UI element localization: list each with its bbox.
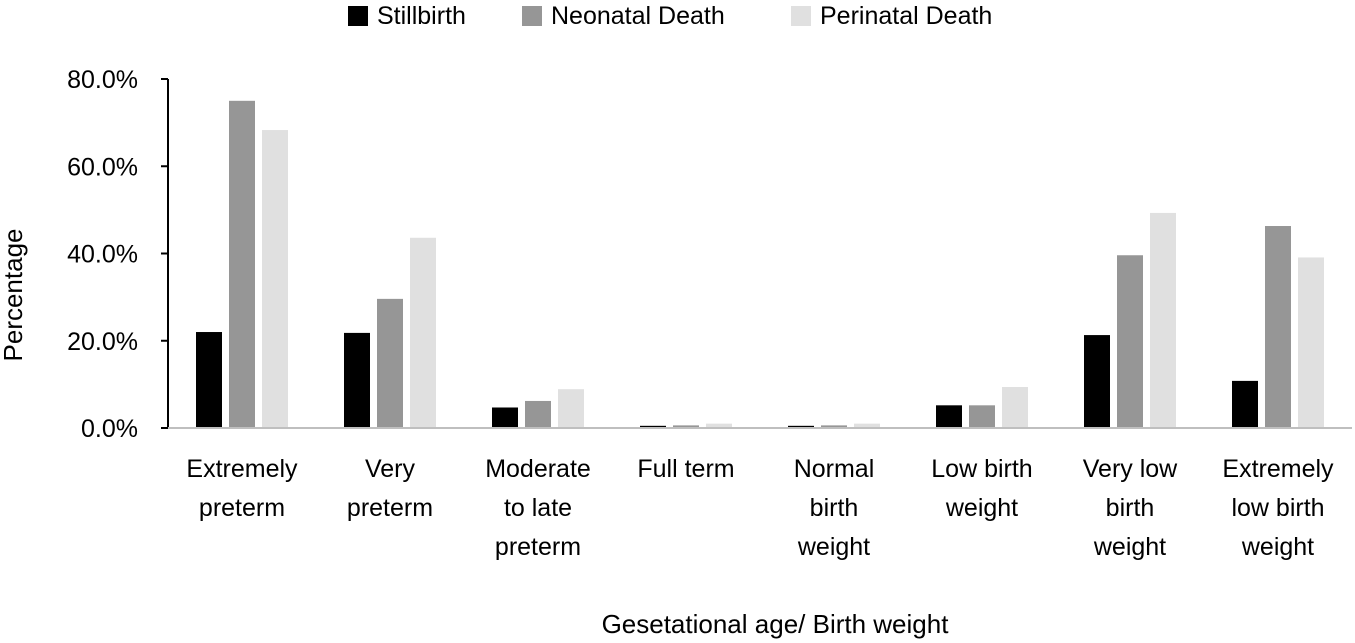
x-category-label: low birth (1231, 494, 1324, 522)
bar-neonatal-death (229, 100, 255, 428)
x-category-label: preterm (199, 494, 285, 522)
bar-perinatal-death (558, 389, 584, 428)
legend-swatch (348, 6, 368, 26)
y-tick-label: 60.0% (67, 153, 138, 181)
bar-stillbirth (640, 425, 666, 428)
bar-perinatal-death (262, 130, 288, 428)
x-category-label: Very (365, 455, 416, 483)
x-category-label: birth (1106, 494, 1155, 522)
x-category-label: to late (504, 494, 572, 522)
legend-swatch (522, 6, 542, 26)
bar-neonatal-death (1265, 226, 1291, 428)
bar-neonatal-death (673, 425, 699, 428)
x-category-label: Full term (637, 455, 734, 483)
bar-stillbirth (492, 407, 518, 428)
x-axis-title: Gesetational age/ Birth weight (602, 609, 950, 639)
x-category-label: Low birth (931, 455, 1032, 483)
legend-label: Neonatal Death (551, 2, 725, 30)
bar-stillbirth (1232, 380, 1258, 428)
x-category-label: weight (797, 533, 870, 561)
bar-neonatal-death (377, 298, 403, 428)
bar-stillbirth (344, 332, 370, 428)
legend: Stillbirth Neonatal Death Perinatal Death (348, 2, 992, 30)
x-category-label: Moderate (485, 455, 591, 483)
x-category-label: Extremely (1222, 455, 1334, 483)
bar-perinatal-death (1002, 386, 1028, 428)
x-category-label: Normal (794, 455, 875, 483)
legend-label: Stillbirth (377, 2, 466, 30)
bars (196, 100, 1324, 428)
x-category-label: weight (1093, 533, 1166, 561)
legend-swatch (791, 6, 811, 26)
bar-perinatal-death (410, 237, 436, 428)
x-category-label: weight (945, 494, 1018, 522)
bar-neonatal-death (821, 425, 847, 428)
bar-stillbirth (1084, 335, 1110, 428)
x-category-label: weight (1241, 533, 1314, 561)
bar-perinatal-death (1298, 257, 1324, 428)
bar-stillbirth (788, 425, 814, 428)
x-category-label: Extremely (186, 455, 298, 483)
x-category-label: Very low (1083, 455, 1178, 483)
bar-neonatal-death (525, 400, 551, 428)
bar-perinatal-death (854, 423, 880, 428)
bar-neonatal-death (969, 405, 995, 428)
y-axis-title: Percentage (0, 229, 28, 362)
bar-perinatal-death (1150, 212, 1176, 428)
x-category-label: birth (810, 494, 859, 522)
x-category-label: preterm (495, 533, 581, 561)
bar-stillbirth (196, 332, 222, 428)
legend-label: Perinatal Death (820, 2, 992, 30)
bar-neonatal-death (1117, 255, 1143, 428)
x-category-label: preterm (347, 494, 433, 522)
y-tick-label: 80.0% (67, 66, 138, 94)
x-axis-labels: Extremely preterm Very preterm Moderate to la… (186, 455, 1334, 561)
bar-perinatal-death (706, 423, 732, 428)
y-tick-label: 20.0% (67, 328, 138, 356)
bar-stillbirth (936, 405, 962, 428)
y-tick-label: 0.0% (81, 415, 138, 443)
y-axis-ticks: 0.0% 20.0% 40.0% 60.0% 80.0% (67, 66, 168, 443)
y-tick-label: 40.0% (67, 241, 138, 269)
